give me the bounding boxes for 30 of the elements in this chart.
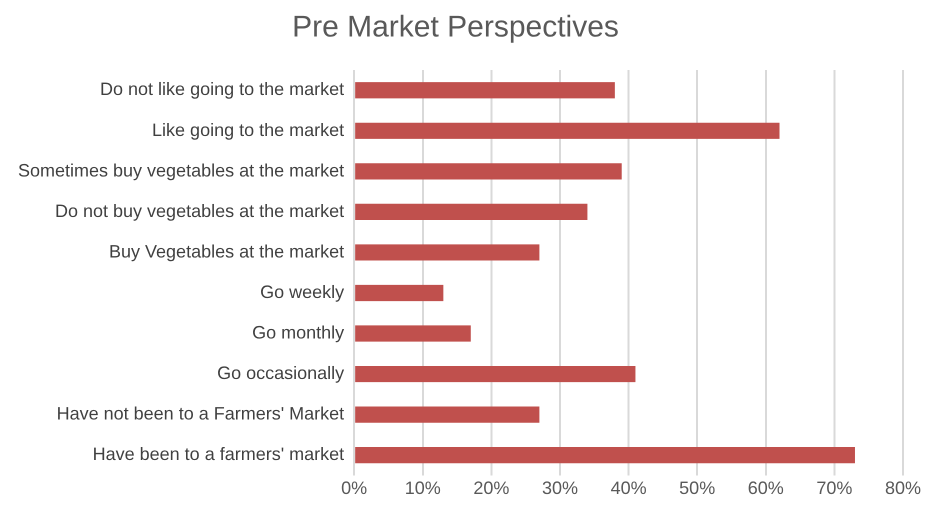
y-tick-label: Do not buy vegetables at the market — [54, 200, 344, 221]
x-tick-label: 10% — [404, 478, 441, 498]
x-tick-label: 30% — [542, 478, 578, 498]
bar — [355, 82, 615, 98]
x-tick-label: 40% — [610, 478, 647, 498]
x-tick-label: 70% — [816, 478, 852, 498]
chart-title: Pre Market Perspectives — [292, 10, 619, 44]
y-tick-label: Sometimes buy vegetables at the market — [18, 160, 344, 180]
y-tick-label: Have not been to a Farmers' Market — [56, 404, 344, 424]
y-tick-label: Go weekly — [260, 282, 344, 302]
bar — [355, 406, 540, 423]
y-tick-label: Go monthly — [252, 322, 344, 342]
bar — [355, 284, 444, 302]
bar — [355, 244, 540, 261]
bar — [355, 122, 780, 139]
y-tick-label: Buy Vegetables at the market — [109, 241, 344, 262]
y-tick-label: Have been to a farmers' market — [92, 444, 344, 464]
bar — [355, 163, 622, 180]
bar — [355, 366, 636, 382]
y-tick-label: Like going to the market — [152, 120, 344, 140]
y-tick-label: Do not like going to the market — [100, 79, 344, 100]
bar — [355, 204, 588, 220]
bar — [355, 447, 855, 464]
y-tick-label: Go occasionally — [217, 363, 344, 384]
x-tick-label: 0% — [341, 478, 368, 498]
x-tick-label: 20% — [473, 478, 510, 498]
bar — [355, 325, 471, 342]
x-tick-label: 80% — [884, 478, 922, 498]
x-tick-label: 60% — [748, 478, 784, 498]
x-tick-label: 50% — [679, 478, 716, 498]
